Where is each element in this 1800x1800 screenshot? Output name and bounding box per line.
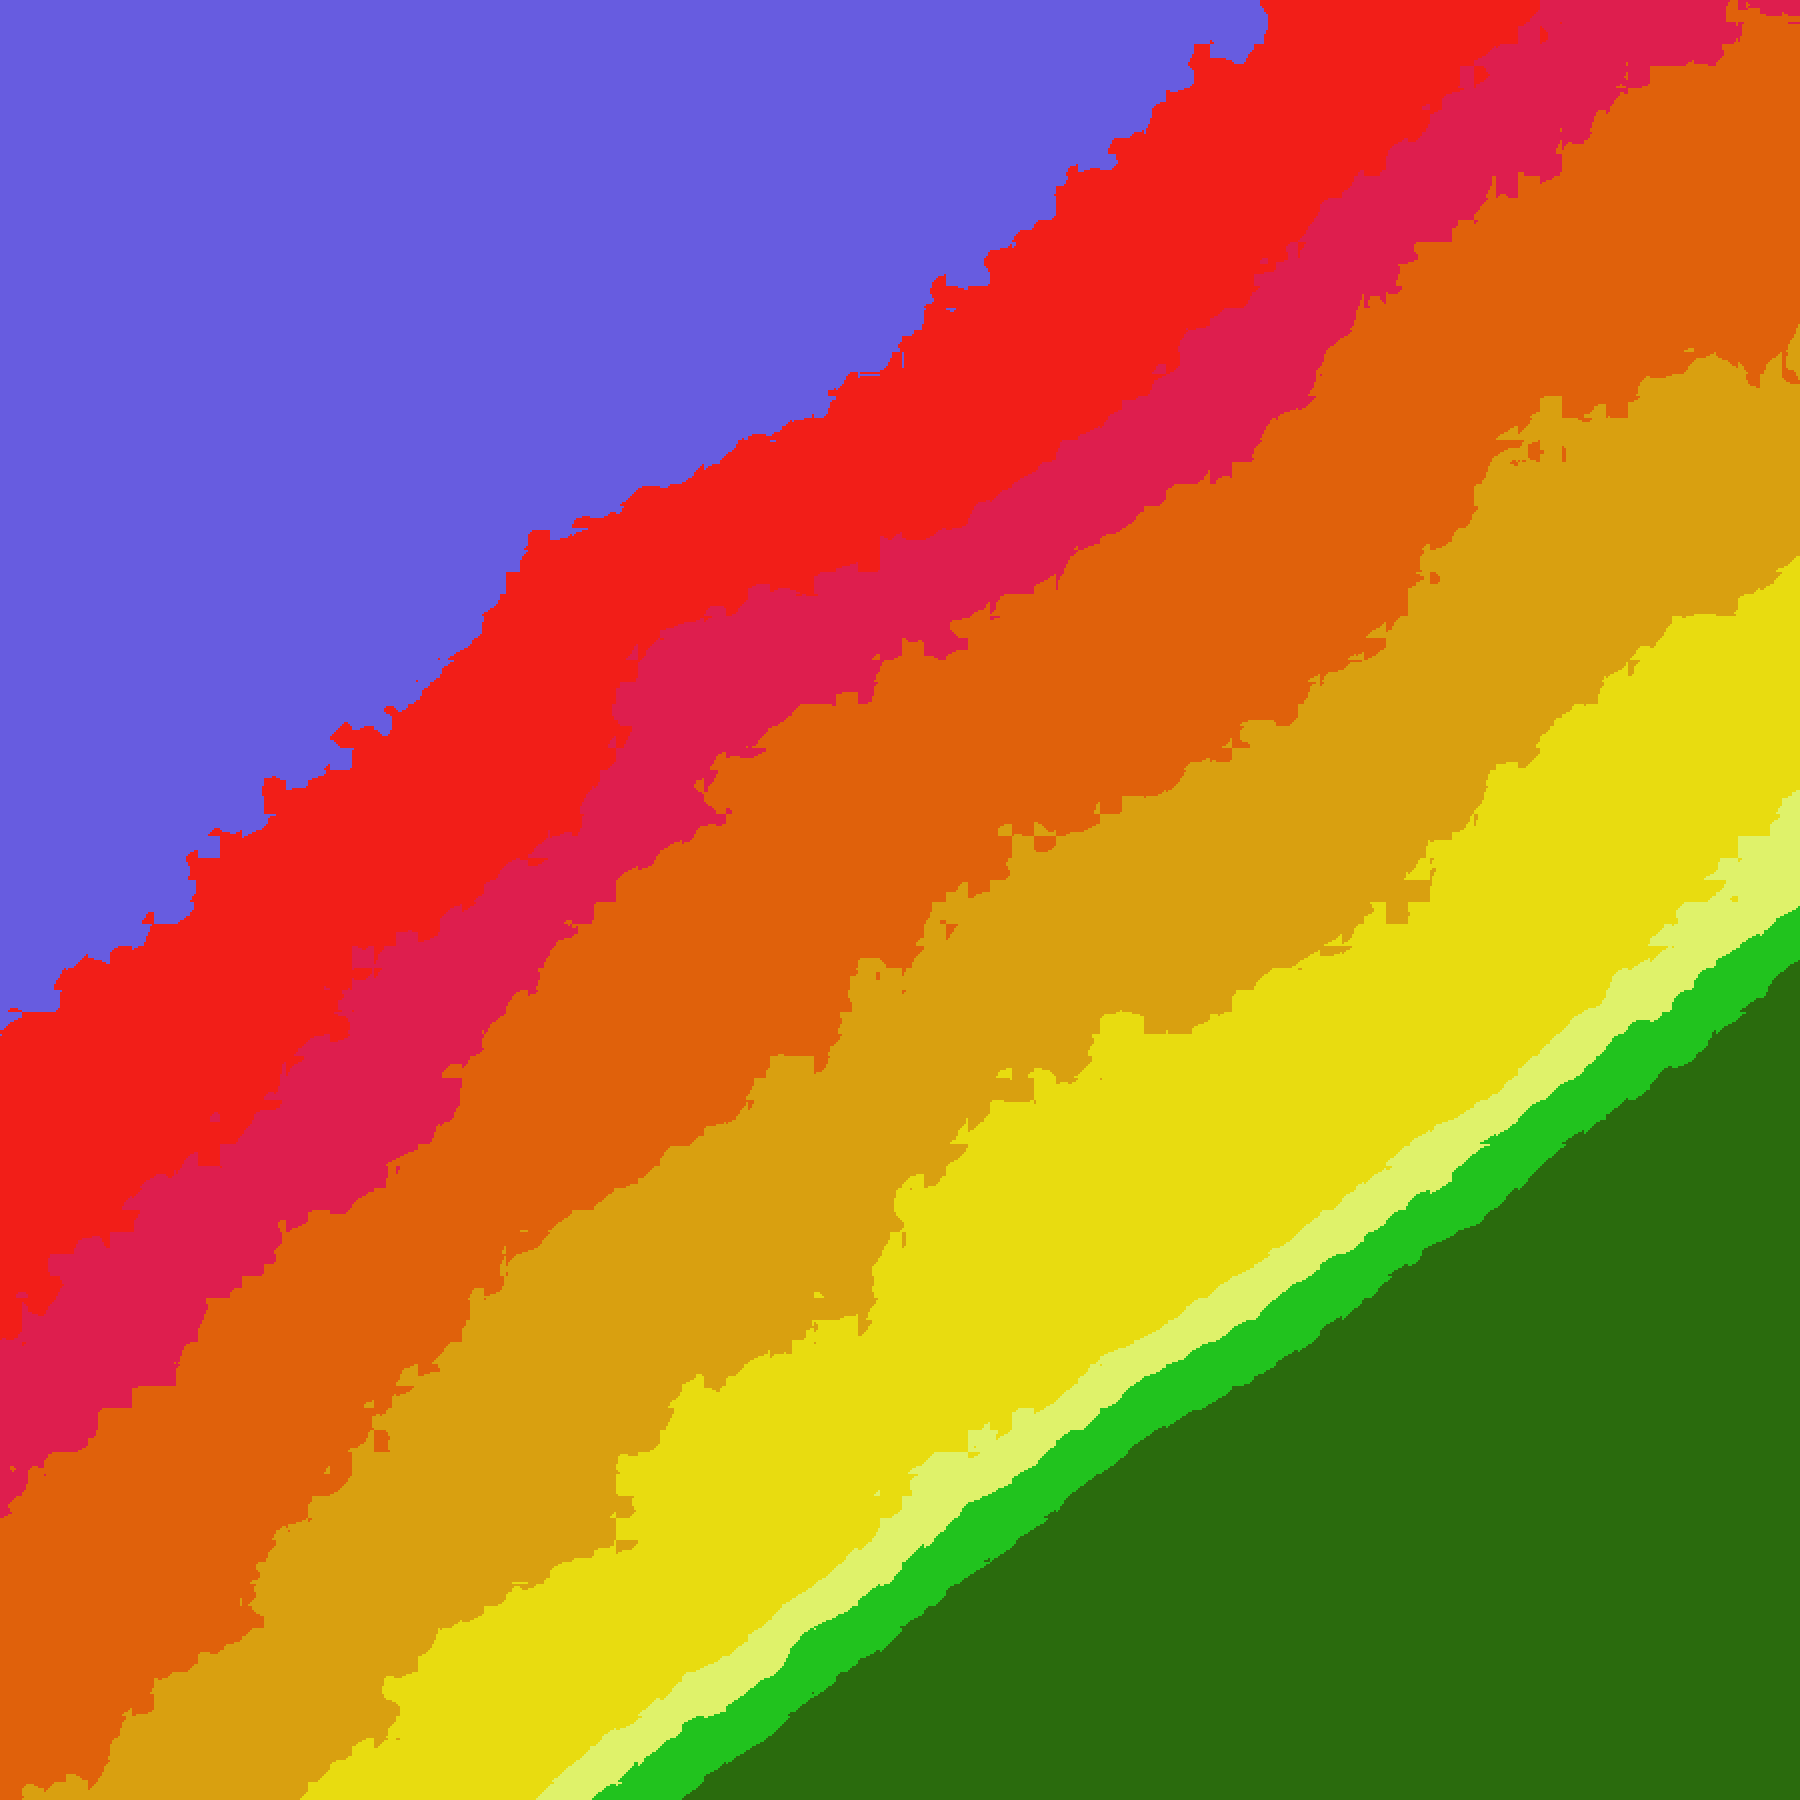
classified-raster-map	[0, 0, 1800, 1800]
raster-layer	[0, 0, 1800, 1800]
